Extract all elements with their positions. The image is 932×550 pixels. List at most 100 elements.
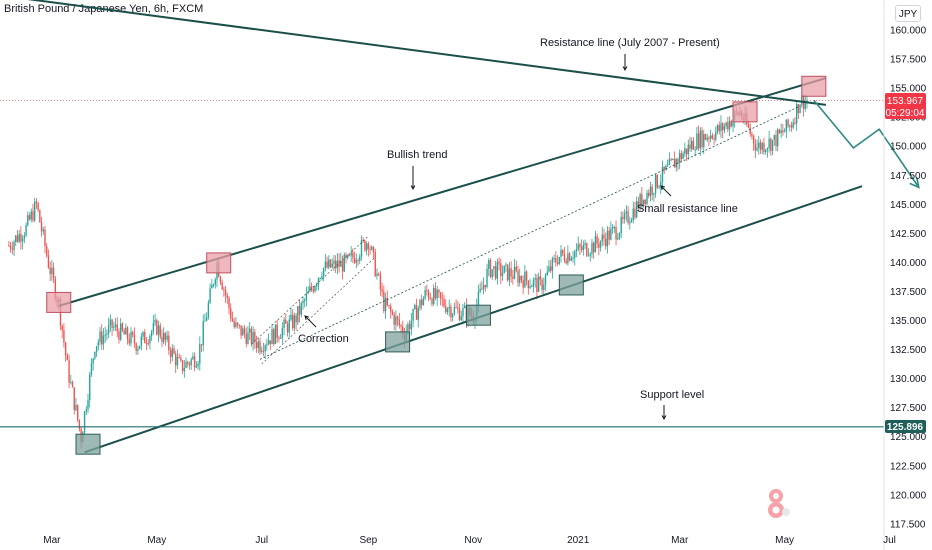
candle-body (420, 299, 423, 306)
candle-body (254, 332, 256, 343)
candle-body (445, 306, 447, 313)
candle-body (44, 229, 46, 247)
candle-body (553, 258, 555, 260)
candle-body (455, 306, 457, 308)
candle-body (264, 345, 266, 352)
candle-body (281, 327, 284, 338)
candle-body (278, 337, 280, 339)
candle-body (481, 288, 483, 290)
candle-body (121, 323, 124, 331)
candle-body (171, 348, 173, 358)
candle-body (625, 211, 628, 214)
candle-body (345, 254, 347, 258)
candle-body (372, 246, 375, 253)
y-tick-label: 150.000 (890, 142, 927, 153)
candle-body (804, 100, 806, 109)
candle-body (147, 343, 149, 345)
candle-body (768, 138, 770, 149)
candle-body (149, 336, 151, 344)
candle-body (374, 252, 376, 277)
candle-body (572, 257, 574, 259)
candle-body (725, 122, 727, 127)
candle-body (68, 360, 70, 383)
candle-body (274, 324, 277, 344)
candle-body (169, 350, 172, 358)
candle-body (532, 279, 535, 287)
candle-body (673, 158, 676, 168)
candle-body (575, 249, 578, 252)
candle-body (46, 246, 48, 256)
y-tick-label: 125.000 (890, 432, 927, 443)
candle-body (8, 245, 10, 247)
candle-body (297, 306, 299, 323)
candle-body (295, 315, 297, 323)
support-level-label: Support level (640, 389, 704, 401)
candle-body (119, 323, 122, 340)
candle-body (221, 282, 223, 290)
candle-body (137, 348, 139, 351)
candle-body (83, 411, 86, 433)
candle-body (778, 129, 781, 134)
candle-body (396, 316, 399, 320)
candle-body (328, 259, 330, 268)
candle-body (629, 222, 631, 224)
candle-body (756, 147, 758, 151)
candle-body (617, 237, 619, 240)
candle-body (479, 288, 481, 292)
candle-body (549, 266, 552, 271)
candle-body (663, 166, 665, 171)
candle-body (577, 244, 579, 250)
candle-body (371, 246, 373, 250)
x-tick-label: Nov (464, 535, 482, 546)
x-tick-label: May (775, 535, 794, 546)
candle-body (503, 265, 505, 274)
candle-body (240, 325, 242, 336)
highlight-box-green (75, 433, 101, 455)
candle-body (181, 360, 184, 372)
candle-body (61, 325, 63, 331)
candle-body (259, 341, 261, 352)
candle-body (670, 159, 672, 161)
candle-body (601, 234, 603, 242)
y-tick-label: 117.500 (890, 519, 926, 530)
candle-body (696, 133, 698, 150)
candle-body (439, 292, 442, 299)
candle-body (269, 340, 272, 345)
candle-body (453, 306, 456, 315)
candle-body (496, 261, 499, 279)
candle-body (175, 353, 177, 366)
candle-body (73, 387, 75, 411)
candle-body (732, 119, 734, 127)
candle-body (642, 199, 645, 207)
candle-body (610, 228, 612, 240)
candle-body (233, 321, 235, 327)
candle-body (448, 306, 450, 309)
candle-body (646, 192, 648, 204)
candle-body (510, 268, 512, 277)
candle-body (677, 159, 679, 164)
candle-body (238, 324, 241, 326)
y-tick-label: 120.000 (890, 490, 927, 501)
currency-button[interactable]: JPY (895, 5, 921, 22)
candle-body (704, 134, 707, 140)
candle-body (30, 211, 32, 220)
candle-body (565, 260, 567, 264)
candle-body (580, 247, 583, 250)
candle-body (608, 230, 610, 240)
candle-body (362, 239, 364, 241)
candle-body (223, 289, 225, 291)
highlight-box-green (465, 304, 491, 326)
projection-arrowhead (909, 177, 920, 189)
x-tick-label: Jul (883, 535, 896, 546)
candle-body (653, 193, 655, 195)
candle-body (500, 263, 502, 277)
resistance-pointer-arrow-head (622, 66, 628, 72)
candle-body (255, 342, 258, 349)
candle-body (15, 235, 17, 242)
candle-body (785, 119, 788, 132)
candle-body (173, 348, 175, 354)
candle-body (427, 291, 430, 299)
candle-body (446, 308, 449, 313)
candle-body (797, 104, 800, 113)
